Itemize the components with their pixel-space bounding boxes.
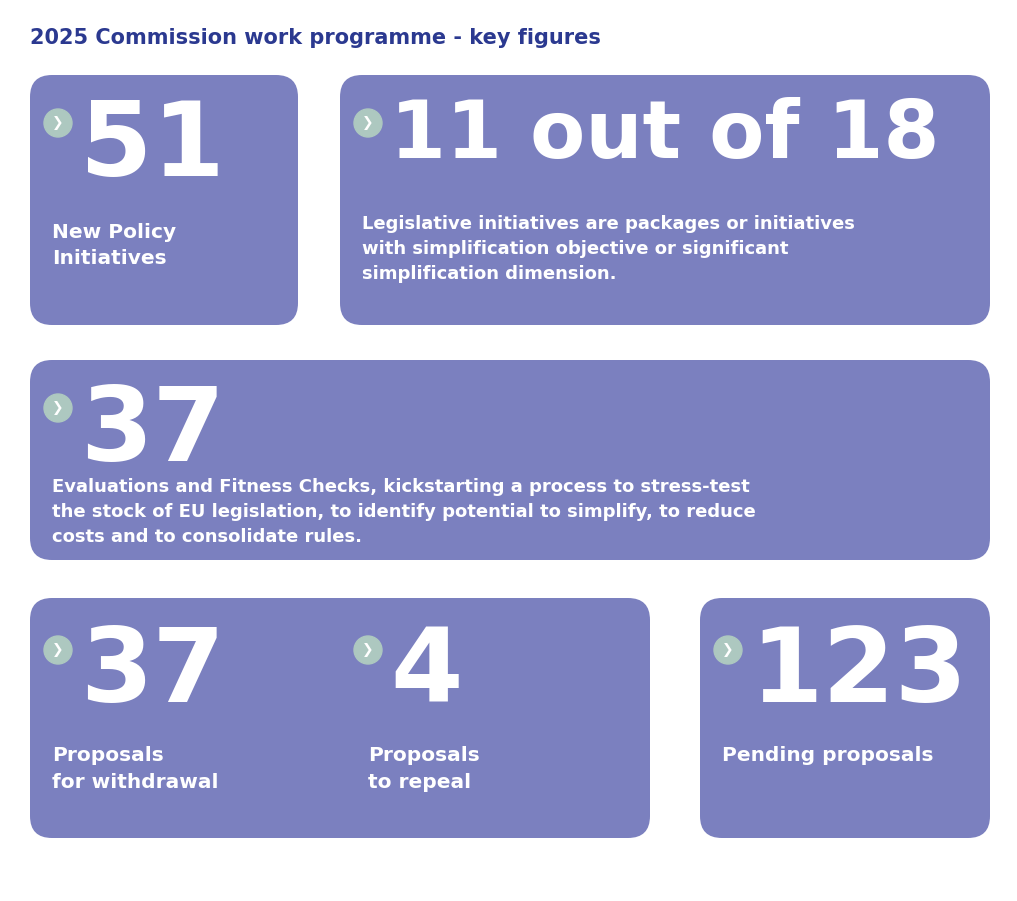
Text: Evaluations and Fitness Checks, kickstarting a process to stress-test
the stock : Evaluations and Fitness Checks, kickstar… [52, 478, 756, 546]
Text: 37: 37 [80, 623, 225, 724]
FancyBboxPatch shape [700, 598, 990, 838]
Circle shape [44, 636, 72, 664]
FancyBboxPatch shape [29, 75, 298, 325]
FancyBboxPatch shape [29, 360, 990, 560]
FancyBboxPatch shape [29, 598, 650, 838]
Circle shape [44, 394, 72, 422]
Circle shape [354, 109, 382, 137]
Text: Proposals
for withdrawal: Proposals for withdrawal [52, 746, 219, 791]
Circle shape [354, 636, 382, 664]
Text: 37: 37 [80, 382, 225, 483]
Text: ❯: ❯ [52, 116, 64, 130]
Text: ❯: ❯ [362, 643, 374, 657]
Text: ❯: ❯ [362, 116, 374, 130]
Text: ❯: ❯ [52, 643, 64, 657]
Text: 2025 Commission work programme - key figures: 2025 Commission work programme - key fig… [29, 28, 601, 48]
Text: 123: 123 [750, 623, 967, 724]
FancyBboxPatch shape [340, 75, 990, 325]
Circle shape [714, 636, 742, 664]
Text: ❯: ❯ [52, 401, 64, 415]
Text: ❯: ❯ [722, 643, 734, 657]
Text: 51: 51 [80, 97, 225, 198]
Circle shape [44, 109, 72, 137]
Text: New Policy
Initiatives: New Policy Initiatives [52, 223, 176, 268]
Text: Proposals
to repeal: Proposals to repeal [368, 746, 480, 791]
Text: Pending proposals: Pending proposals [722, 746, 934, 765]
Text: Legislative initiatives are packages or initiatives
with simplification objectiv: Legislative initiatives are packages or … [362, 215, 855, 283]
Text: 4: 4 [390, 623, 463, 724]
Text: 11 out of 18: 11 out of 18 [390, 97, 940, 175]
